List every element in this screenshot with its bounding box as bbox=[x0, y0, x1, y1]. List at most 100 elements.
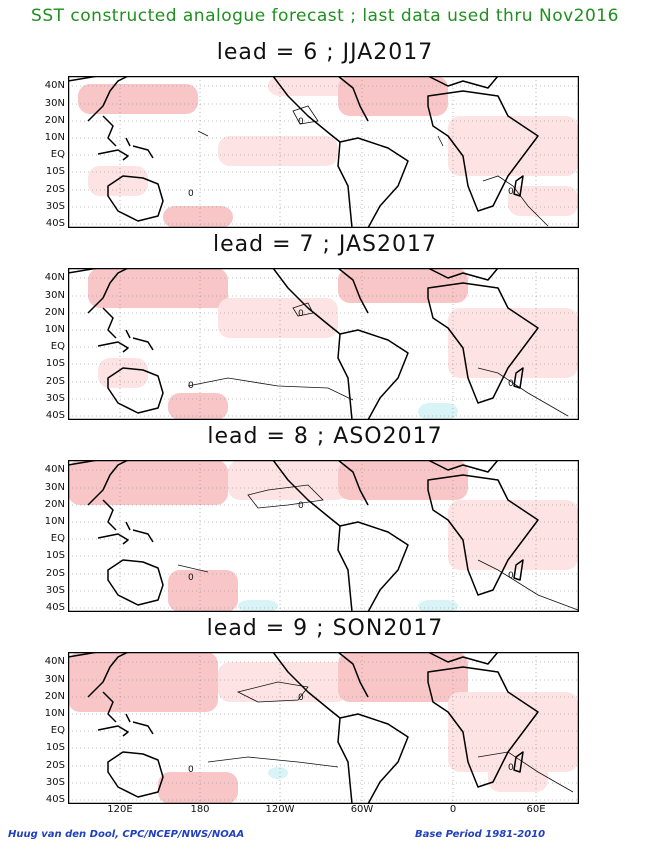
latitude-label: EQ bbox=[50, 341, 65, 352]
map-frame bbox=[68, 76, 579, 228]
coastline bbox=[513, 751, 524, 773]
longitude-label: 120W bbox=[265, 804, 295, 815]
warm-anomaly-region bbox=[88, 166, 148, 196]
warm-anomaly-region bbox=[78, 84, 198, 114]
coastline bbox=[337, 521, 409, 612]
coastline bbox=[337, 268, 369, 314]
contour-label: 0 bbox=[188, 189, 194, 199]
warm-anomaly-region bbox=[218, 662, 348, 702]
sst-map-lead6: 0 0 0 bbox=[68, 76, 579, 228]
contour-label: 0 bbox=[188, 381, 194, 391]
sst-map-lead8: 0 0 0 bbox=[68, 460, 579, 612]
warm-anomaly-region bbox=[168, 570, 238, 612]
latitude-label: 20S bbox=[45, 376, 65, 387]
warm-anomaly-region bbox=[508, 186, 578, 216]
coastline bbox=[272, 76, 341, 143]
footer-base-period: Base Period 1981-2010 bbox=[415, 829, 546, 840]
map-frame bbox=[68, 268, 579, 420]
coastline bbox=[107, 559, 164, 606]
coastline bbox=[427, 90, 539, 212]
coastline bbox=[513, 367, 524, 389]
coastline bbox=[427, 460, 499, 473]
longitude-label: 0 bbox=[449, 804, 457, 815]
latitude-label: 20N bbox=[44, 307, 65, 318]
panel-title-lead9: lead = 9 ; SON2017 bbox=[206, 616, 444, 641]
latitude-label: 10S bbox=[45, 550, 65, 561]
latitude-label: 10S bbox=[45, 166, 65, 177]
latitude-label: 40N bbox=[44, 464, 65, 475]
latitude-label: 40S bbox=[45, 794, 65, 805]
latitude-label: 10N bbox=[44, 516, 65, 527]
coastline bbox=[97, 691, 154, 737]
contour-label: 0 bbox=[298, 693, 304, 703]
map-frame bbox=[68, 460, 579, 612]
coastline bbox=[427, 474, 539, 596]
warm-anomaly-region bbox=[218, 136, 338, 166]
latitude-label: 40S bbox=[45, 410, 65, 421]
longitude-label: 60W bbox=[350, 804, 374, 815]
latitude-label: 40N bbox=[44, 272, 65, 283]
latitude-label: 20S bbox=[45, 568, 65, 579]
latitude-label: 30N bbox=[44, 482, 65, 493]
latitude-label: 30S bbox=[45, 777, 65, 788]
cool-anomaly-region bbox=[418, 600, 458, 612]
coastline bbox=[427, 652, 499, 665]
warm-anomaly-region bbox=[68, 652, 218, 712]
latitude-label: 10N bbox=[44, 132, 65, 143]
latitude-label: 30N bbox=[44, 674, 65, 685]
cool-anomaly-region bbox=[418, 403, 458, 420]
panel-title-lead8: lead = 8 ; ASO2017 bbox=[207, 424, 443, 449]
coastline bbox=[337, 652, 369, 698]
map-frame bbox=[68, 652, 579, 804]
sst-map-lead9: 0 0 0 bbox=[68, 652, 579, 804]
coastline bbox=[272, 652, 341, 719]
sst-map-lead7: 0 0 0 bbox=[68, 268, 579, 420]
latitude-label: EQ bbox=[50, 725, 65, 736]
warm-anomaly-region bbox=[88, 268, 228, 308]
longitude-label: 60E bbox=[526, 804, 546, 815]
coastline bbox=[337, 713, 409, 804]
coastline bbox=[97, 499, 154, 545]
latitude-label: 30S bbox=[45, 393, 65, 404]
warm-anomaly-region bbox=[338, 268, 468, 303]
figure-header: SST constructed analogue forecast ; last… bbox=[31, 6, 619, 26]
warm-anomaly-region bbox=[448, 308, 578, 378]
coastline bbox=[272, 268, 341, 335]
coastline bbox=[427, 76, 499, 89]
latitude-label: 40S bbox=[45, 218, 65, 229]
coastline bbox=[337, 460, 369, 506]
coastline bbox=[107, 175, 164, 222]
latitude-label: 10S bbox=[45, 742, 65, 753]
contour-label: 0 bbox=[508, 571, 514, 581]
coastline bbox=[427, 268, 499, 281]
latitude-label: 40S bbox=[45, 602, 65, 613]
latitude-label: 30N bbox=[44, 98, 65, 109]
warm-anomaly-region bbox=[98, 358, 148, 388]
contour-label: 0 bbox=[298, 309, 304, 319]
coastline bbox=[337, 329, 409, 420]
contour-label: 0 bbox=[508, 379, 514, 389]
latitude-label: 20N bbox=[44, 499, 65, 510]
warm-anomaly-region bbox=[338, 460, 468, 500]
contour-label: 0 bbox=[188, 765, 194, 775]
warm-anomaly-region bbox=[168, 393, 228, 420]
panel-title-lead6: lead = 6 ; JJA2017 bbox=[216, 40, 434, 65]
coastline bbox=[107, 367, 164, 414]
warm-anomaly-region bbox=[68, 460, 228, 505]
warm-anomaly-region bbox=[338, 652, 468, 702]
warm-anomaly-region bbox=[488, 762, 548, 792]
coastline bbox=[337, 137, 409, 228]
contour-label: 0 bbox=[188, 573, 194, 583]
footer-credit: Huug van den Dool, CPC/NCEP/NWS/NOAA bbox=[8, 829, 245, 840]
coastline bbox=[513, 559, 524, 581]
latitude-label: 10S bbox=[45, 358, 65, 369]
coastline bbox=[427, 666, 539, 788]
coastline bbox=[272, 460, 341, 527]
coastline bbox=[97, 307, 154, 353]
coastline bbox=[337, 76, 369, 122]
latitude-label: 10N bbox=[44, 324, 65, 335]
cool-anomaly-region bbox=[268, 767, 288, 779]
warm-anomaly-region bbox=[448, 692, 578, 772]
warm-anomaly-region bbox=[158, 772, 238, 804]
contour-label: 0 bbox=[508, 187, 514, 197]
